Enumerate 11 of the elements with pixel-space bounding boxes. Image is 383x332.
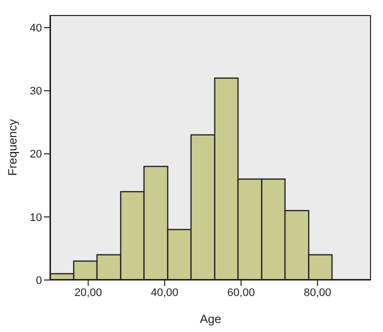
x-axis-title: Age — [200, 312, 222, 326]
x-tick-label: 60,00 — [227, 286, 255, 299]
y-tick-label: 30 — [30, 86, 42, 98]
y-axis-title: Frequency — [5, 119, 20, 176]
y-tick-label: 20 — [30, 148, 42, 161]
y-tick-label: 10 — [30, 212, 42, 224]
y-tick-label: 0 — [36, 274, 42, 287]
x-tick-label: 20,00 — [74, 286, 102, 299]
y-tick-label: 40 — [30, 22, 42, 35]
x-tick-label: 80,00 — [304, 286, 332, 299]
x-tick-label: 40,00 — [150, 286, 178, 299]
